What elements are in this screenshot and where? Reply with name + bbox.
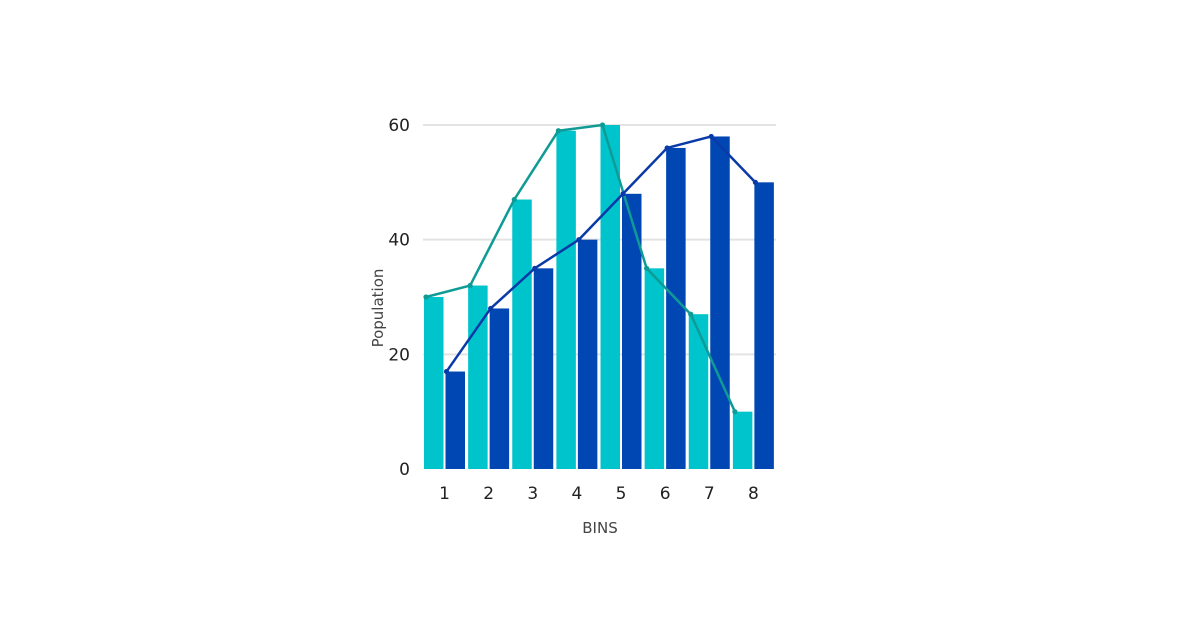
bars: [424, 125, 774, 470]
y-tick-label-60: 60: [388, 116, 410, 136]
bar-series2-2: [489, 308, 510, 469]
point-series2-8: [752, 179, 758, 185]
point-series1-5: [599, 122, 606, 128]
point-series2-2: [488, 305, 494, 312]
y-axis-title: Population: [369, 269, 387, 348]
point-series1-6: [644, 265, 650, 271]
bar-series1-5: [600, 125, 620, 469]
bar-series1-2: [468, 285, 488, 469]
x-tick-label-6: 6: [660, 484, 671, 504]
point-series2-3: [532, 265, 538, 271]
bar-series1-4: [556, 130, 576, 469]
bar-series2-4: [577, 239, 598, 469]
point-series2-7: [708, 133, 714, 140]
bar-series2-1: [445, 371, 465, 469]
bar-series1-6: [644, 268, 665, 469]
x-tick-label-5: 5: [616, 484, 627, 504]
point-series1-3: [511, 196, 517, 203]
point-series1-1: [423, 294, 429, 300]
bar-series2-6: [666, 147, 686, 469]
x-axis-title: BINS: [582, 519, 617, 537]
x-tick-label-1: 1: [439, 484, 450, 504]
point-series1-7: [688, 311, 694, 317]
point-series1-8: [732, 409, 738, 415]
bar-series2-7: [710, 136, 730, 469]
y-tick-label-20: 20: [388, 345, 410, 365]
point-series1-2: [467, 282, 473, 289]
x-tick-label-3: 3: [527, 484, 538, 504]
x-tick-label-2: 2: [483, 484, 494, 504]
y-tick-label-0: 0: [399, 460, 410, 480]
y-axis-ticks: 0 20 40 60: [388, 116, 410, 480]
bar-series2-3: [533, 268, 554, 469]
x-tick-label-8: 8: [748, 484, 759, 504]
x-axis-ticks: 1 2 3 4 5 6 7 8: [439, 484, 759, 504]
bar-series1-3: [512, 199, 532, 470]
bar-series2-5: [622, 193, 642, 470]
line-series1: [425, 123, 737, 413]
line-series2: [445, 135, 757, 373]
point-series2-1: [443, 368, 450, 375]
point-series2-5: [620, 191, 626, 197]
bar-series1-8: [732, 411, 753, 469]
point-series1-4: [555, 128, 561, 134]
series-lines: [423, 122, 758, 415]
point-series2-4: [576, 237, 582, 243]
y-tick-label-40: 40: [388, 231, 410, 251]
bar-series1-1: [424, 297, 444, 469]
bar-series2-8: [754, 182, 774, 470]
point-series2-6: [664, 145, 670, 151]
x-tick-label-7: 7: [704, 484, 715, 504]
bar-series1-7: [688, 314, 709, 469]
x-tick-label-4: 4: [571, 484, 582, 504]
